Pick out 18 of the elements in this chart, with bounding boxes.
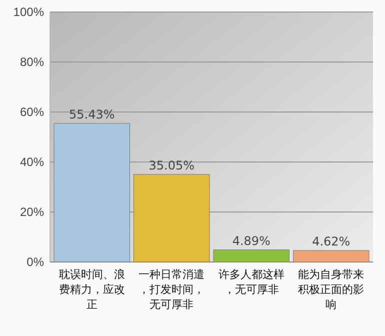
x-tick-label: 许多人都这样，无可厚非	[218, 268, 284, 296]
y-tick-label: 20%	[20, 204, 44, 219]
data-label: 4.62%	[312, 234, 350, 248]
bar	[54, 123, 130, 262]
data-label: 35.05%	[148, 158, 195, 172]
data-label: 4.89%	[232, 234, 270, 248]
bar	[133, 174, 210, 262]
x-tick-label: 一种日常消遣，打发时间，无可厚非	[138, 268, 205, 311]
y-tick-label: 0%	[26, 254, 44, 269]
y-tick-label: 60%	[20, 104, 44, 119]
x-tick-label: 能为自身带来积极正面的影响	[298, 268, 364, 311]
y-tick-label: 80%	[20, 54, 44, 69]
x-tick-label: 耽误时间、浪费精力，应改正	[58, 268, 125, 311]
data-label: 55.43%	[68, 107, 115, 122]
y-tick-label: 40%	[20, 154, 44, 169]
y-tick-label: 100%	[13, 4, 44, 19]
bar	[292, 250, 370, 262]
bar	[213, 250, 290, 262]
